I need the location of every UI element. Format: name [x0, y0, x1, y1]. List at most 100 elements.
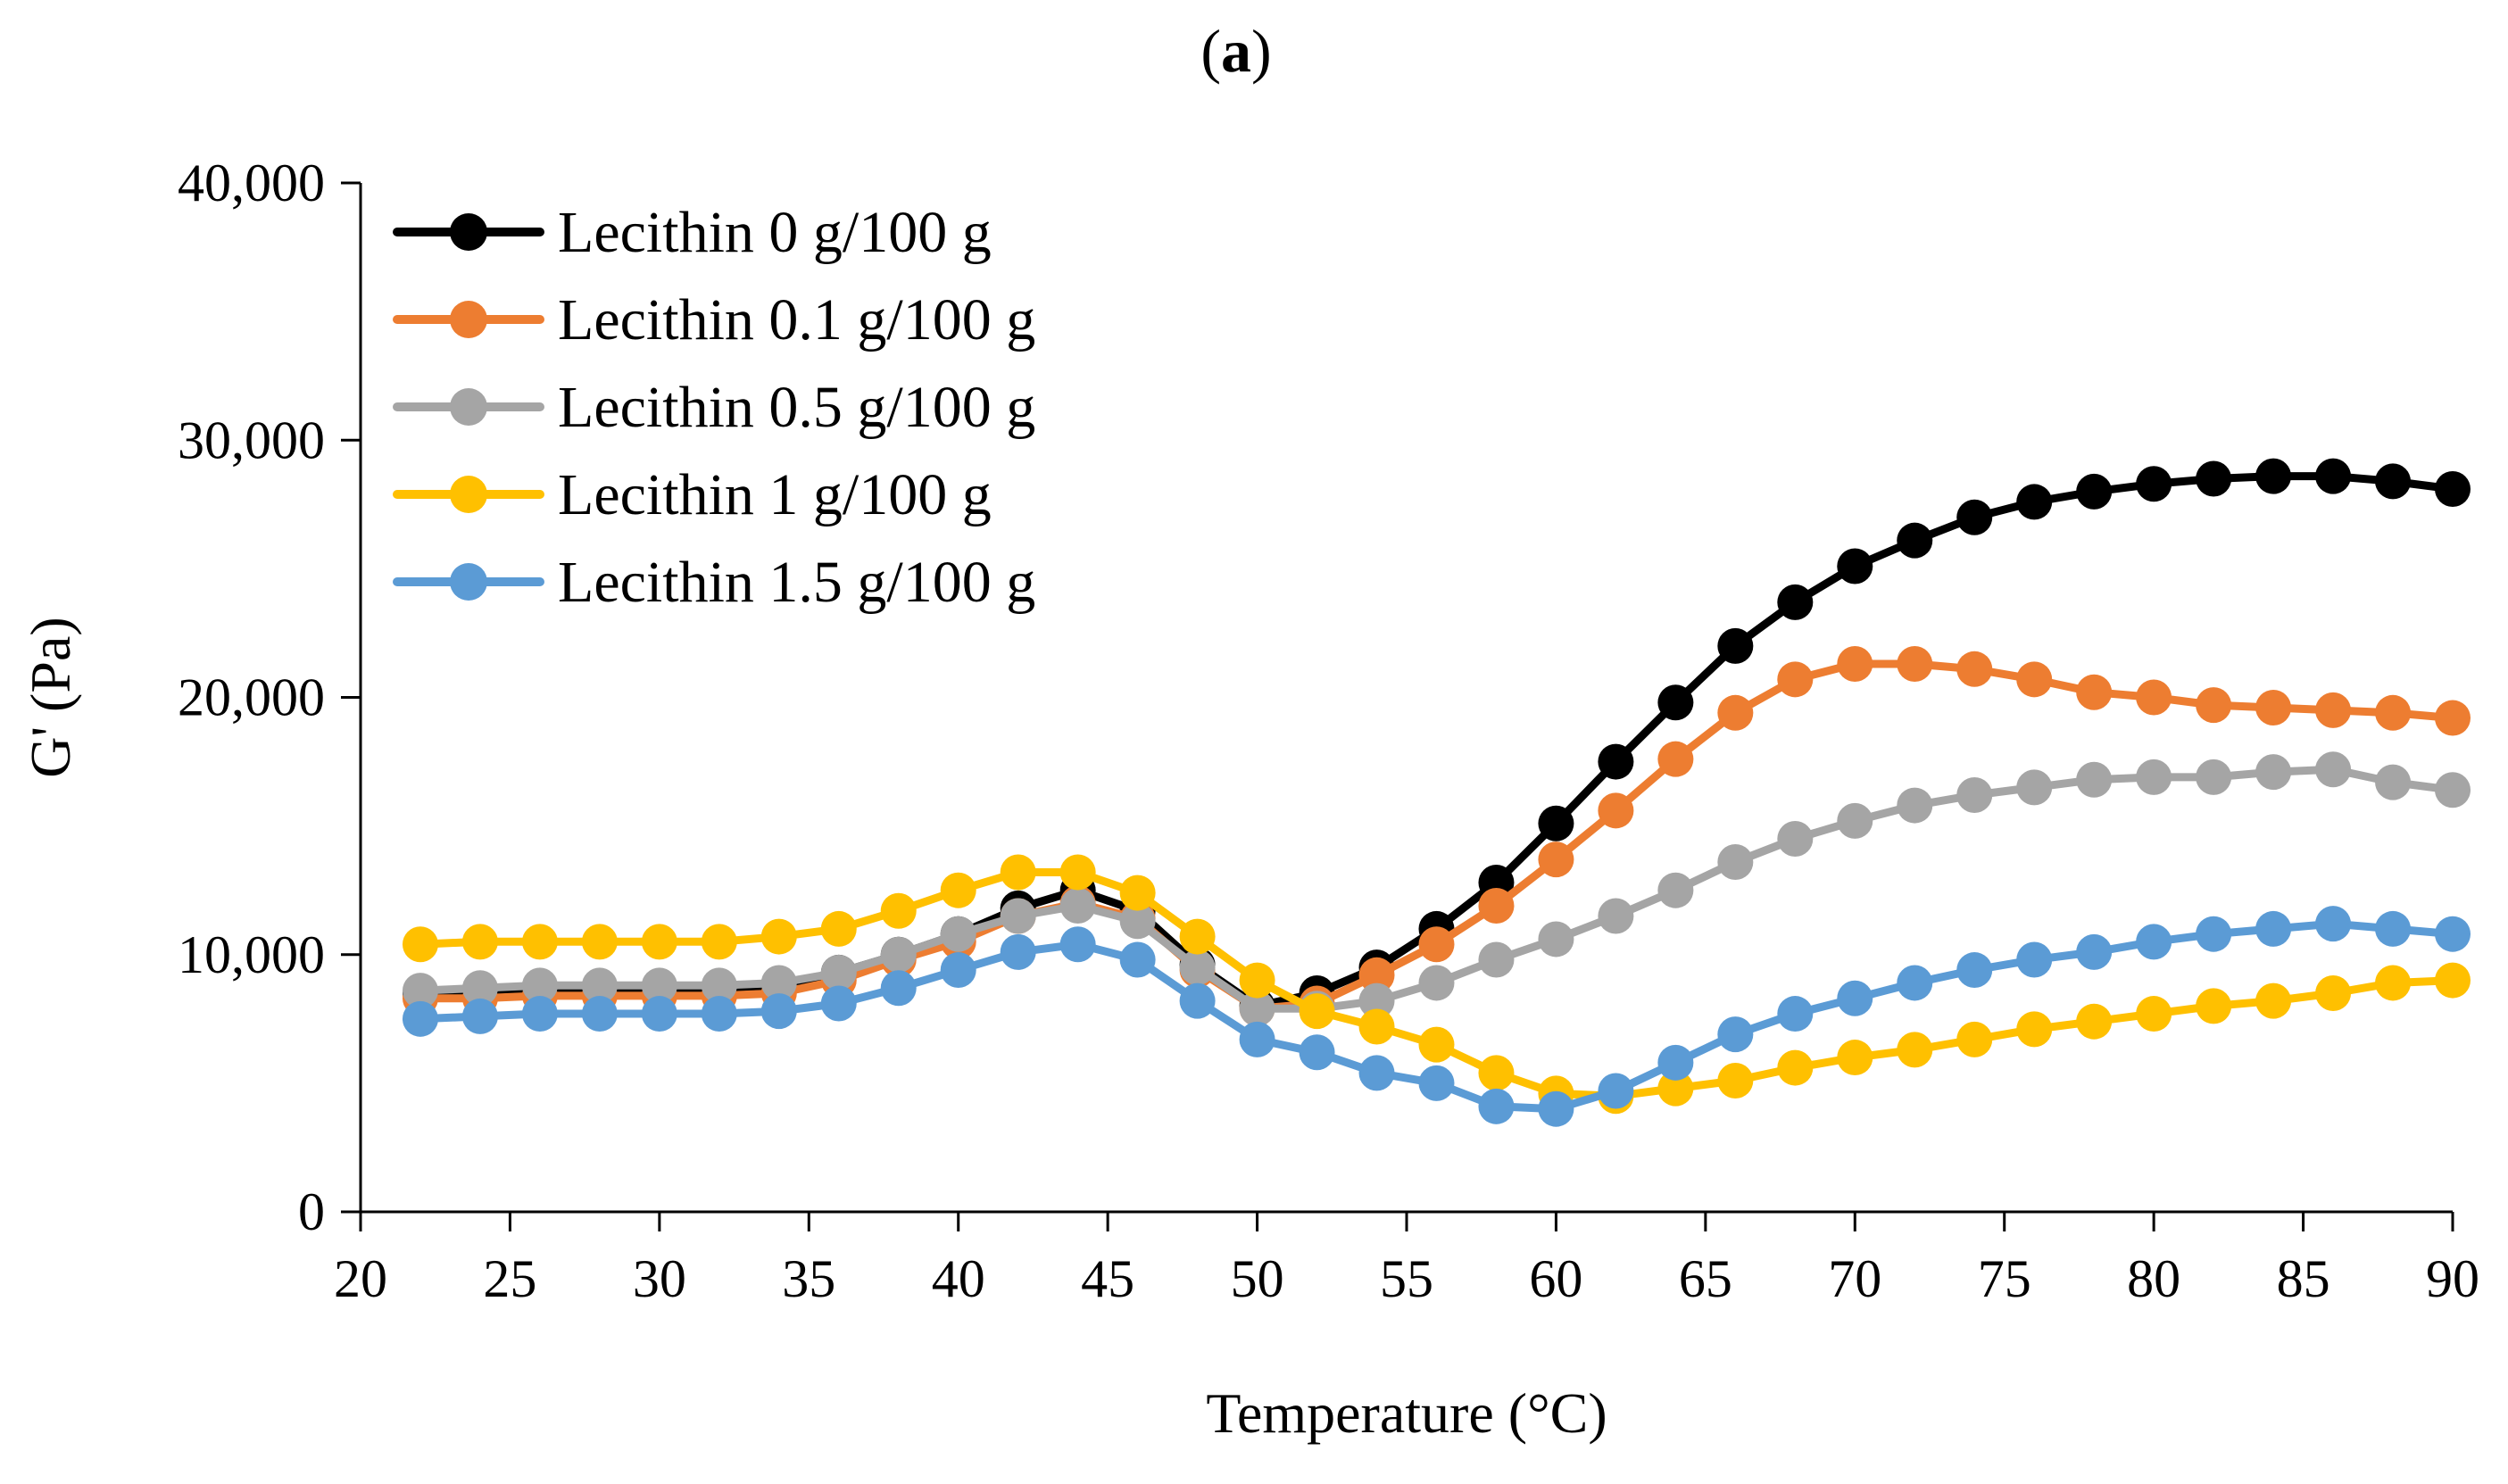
data-point [1956, 499, 1993, 535]
legend-item: Lecithin 1.5 g/100 g [393, 550, 1035, 615]
data-point [1418, 926, 1455, 963]
data-point [1059, 926, 1096, 963]
data-point [1239, 962, 1275, 999]
data-point [461, 970, 498, 1007]
data-point [1777, 661, 1814, 698]
x-tick-label: 45 [1081, 1249, 1134, 1308]
data-point [2255, 982, 2292, 1019]
x-tick-label: 75 [1978, 1249, 2031, 1308]
x-tick-label: 30 [633, 1249, 686, 1308]
data-point [2255, 458, 2292, 494]
data-point [2435, 700, 2471, 736]
x-tick-label: 80 [2127, 1249, 2180, 1308]
y-tick-label: 30,000 [178, 410, 325, 469]
data-point [1239, 1021, 1275, 1057]
data-point [1358, 957, 1395, 993]
x-tick-label: 60 [1529, 1249, 1582, 1308]
data-point [1657, 684, 1694, 721]
data-point [2076, 473, 2113, 510]
data-point [1059, 887, 1096, 924]
data-point [1897, 787, 1933, 824]
data-point [2375, 910, 2412, 947]
x-tick-label: 40 [932, 1249, 985, 1308]
data-point [2196, 460, 2232, 497]
data-point [402, 973, 438, 1009]
data-point [2076, 674, 2113, 710]
data-point [1478, 1088, 1515, 1124]
x-tick-label: 20 [334, 1249, 387, 1308]
series-group [402, 458, 2471, 1127]
data-point [1657, 1070, 1694, 1107]
data-point [1478, 941, 1515, 978]
legend-item: Lecithin 0.1 g/100 g [393, 287, 1035, 352]
data-point [1239, 991, 1275, 1027]
data-point [2016, 769, 2053, 806]
data-point [1358, 982, 1395, 1019]
data-point [880, 936, 917, 973]
data-point [880, 892, 917, 929]
data-point [2016, 661, 2053, 698]
data-point [701, 924, 737, 960]
legend-label: Lecithin 1 g/100 g [558, 462, 992, 527]
data-point [581, 967, 618, 1004]
legend: Lecithin 0 g/100 g Lecithin 0.1 g/100 g Le… [393, 200, 1035, 615]
y-axis-title: G' (Pa) [19, 617, 82, 777]
legend-label: Lecithin 0 g/100 g [558, 200, 992, 265]
data-point [2076, 761, 2113, 798]
y-tick-label: 10,000 [178, 925, 325, 984]
data-point [1119, 903, 1156, 940]
data-point [1538, 1090, 1574, 1127]
data-point [1657, 872, 1694, 908]
data-point [1538, 841, 1574, 878]
panel-label: (a) [1200, 17, 1271, 85]
series [402, 854, 2471, 1115]
data-point [2076, 933, 2113, 970]
data-point [1418, 965, 1455, 1001]
data-point [641, 967, 677, 1004]
data-point [521, 996, 558, 1032]
data-point [2315, 458, 2352, 494]
data-point [1956, 651, 1993, 687]
x-tick-label: 25 [483, 1249, 536, 1308]
panel-label-letter: a [1221, 17, 1251, 85]
data-point [2315, 692, 2352, 728]
data-point [1179, 949, 1216, 986]
x-axis-title: Temperature (°C) [1206, 1381, 1607, 1445]
data-point [1358, 1008, 1395, 1045]
data-point [760, 993, 797, 1030]
x-tick-label: 70 [1828, 1249, 1881, 1308]
data-point [1657, 1044, 1694, 1081]
data-point [1299, 993, 1335, 1030]
data-point [820, 954, 857, 991]
data-point [1717, 627, 1754, 664]
legend-label: Lecithin 0.1 g/100 g [558, 287, 1035, 352]
data-point [1598, 1073, 1634, 1109]
data-point [880, 970, 917, 1007]
data-point [2435, 772, 2471, 808]
data-point [1837, 802, 1873, 839]
legend-marker-swatch [450, 301, 487, 338]
y-tick-label: 0 [298, 1182, 325, 1241]
legend-label: Lecithin 1.5 g/100 g [558, 550, 1035, 615]
data-point [1777, 1049, 1814, 1086]
series [402, 751, 2471, 1027]
x-tick-label: 50 [1231, 1249, 1284, 1308]
data-point [1299, 1034, 1335, 1071]
data-point [1717, 1062, 1754, 1098]
data-point [2435, 962, 2471, 999]
data-point [2255, 910, 2292, 947]
data-point [581, 996, 618, 1032]
data-point [1717, 694, 1754, 731]
data-point [1179, 982, 1216, 1019]
legend-label: Lecithin 0.5 g/100 g [558, 375, 1035, 440]
data-point [2136, 996, 2172, 1032]
legend-item: Lecithin 0.5 g/100 g [393, 375, 1035, 440]
data-point [1598, 898, 1634, 934]
data-point [1956, 1021, 1993, 1057]
data-point [461, 924, 498, 960]
data-point [1717, 843, 1754, 880]
data-point [2435, 471, 2471, 508]
data-point [1837, 980, 1873, 1016]
data-point [1000, 898, 1036, 934]
data-point [641, 924, 677, 960]
